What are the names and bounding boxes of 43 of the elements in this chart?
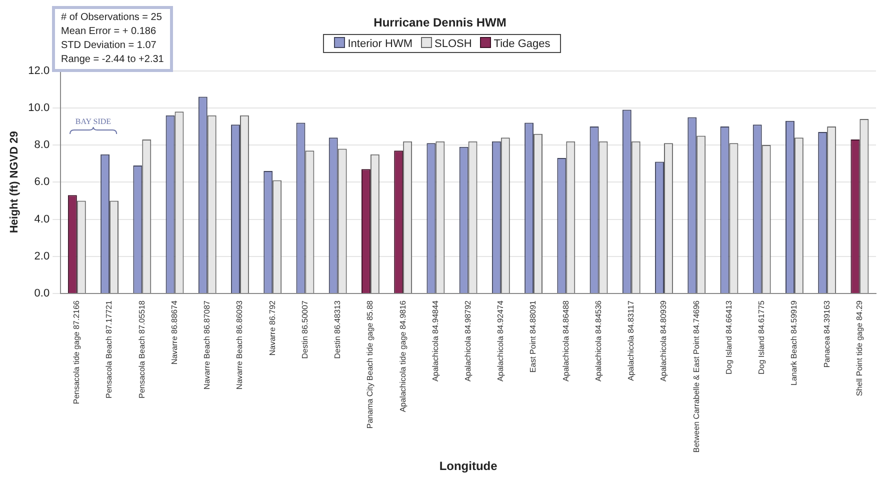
text: # of Observations = 25 (61, 11, 163, 25)
x-tick-label: Destin 86.48313 (333, 300, 342, 359)
y-axis-title: Height (ft) NGVD 29 (8, 131, 21, 234)
x-tick-label: Dog Island 84.66413 (724, 300, 734, 374)
legend-label: SLOSH (434, 38, 472, 50)
y-tick-label: 8.0 (34, 139, 50, 152)
x-tick-label: Apalachicola 84.86488 (561, 300, 570, 382)
x-tick-label: Between Carrabelle & East Point 84.74696 (692, 300, 701, 453)
x-tick-label: Pensacola Beach 87.17721 (104, 300, 114, 398)
y-tick-label: 0.0 (34, 288, 50, 300)
x-tick-label: Dog Island 84.61775 (757, 300, 766, 374)
y-tick-label: 12.0 (28, 64, 50, 77)
y-tick-label: 4.0 (34, 213, 50, 226)
x-tick-label: Destin 86.50007 (300, 300, 310, 359)
x-tick-label: Apalachicola 84.80939 (659, 300, 668, 382)
x-tick-label: Pensacola Beach 87.05518 (137, 300, 146, 398)
x-tick-label: Apalachicola 84.92474 (496, 300, 506, 382)
x-tick-label: Apalachicola 84.84536 (594, 300, 603, 382)
x-tick-label: Panama City Beach tide gage 85.88 (366, 300, 375, 429)
x-tick-label: Apalachicola tide gage 84.9816 (398, 300, 408, 412)
x-axis-title: Longitude (439, 459, 498, 474)
x-tick-label: Pensacola tide gage 87.2166 (72, 300, 82, 404)
legend-label: Interior HWM (348, 38, 412, 50)
x-tick-label: Lanark Beach 84.59919 (790, 300, 799, 386)
x-tick-label: Panacea 84.39163 (822, 300, 832, 368)
x-tick-label: Navarre 86.792 (268, 300, 277, 356)
text: STD Deviation = 1.07 (61, 39, 158, 53)
chart-title: Hurricane Dennis HWM (374, 16, 506, 30)
text: Range = -2.44 to +2.31 (61, 53, 164, 67)
legend-label: Tide Gages (494, 38, 550, 50)
text: Mean Error = + 0.186 (61, 25, 158, 39)
x-tick-label: Apalachicola 84.98792 (464, 300, 473, 382)
x-tick-label: Navarre Beach 86.87087 (202, 300, 212, 390)
x-tick-label: Shell Point tide gage 84.29 (854, 300, 864, 396)
x-tick-label: Apalachicola 84.83117 (626, 300, 636, 381)
x-tick-label: Apalachicola 84.94844 (430, 300, 440, 382)
x-tick-label: Navarre 86.88674 (170, 300, 179, 365)
x-tick-label: Navarre Beach 86.86093 (235, 300, 244, 390)
annotation: BAY SIDE (74, 116, 112, 126)
x-tick-label: East Point 84.88091 (528, 300, 538, 373)
y-tick-label: 2.0 (34, 250, 50, 262)
y-tick-label: 6.0 (34, 176, 50, 188)
y-tick-label: 10.0 (28, 102, 50, 114)
